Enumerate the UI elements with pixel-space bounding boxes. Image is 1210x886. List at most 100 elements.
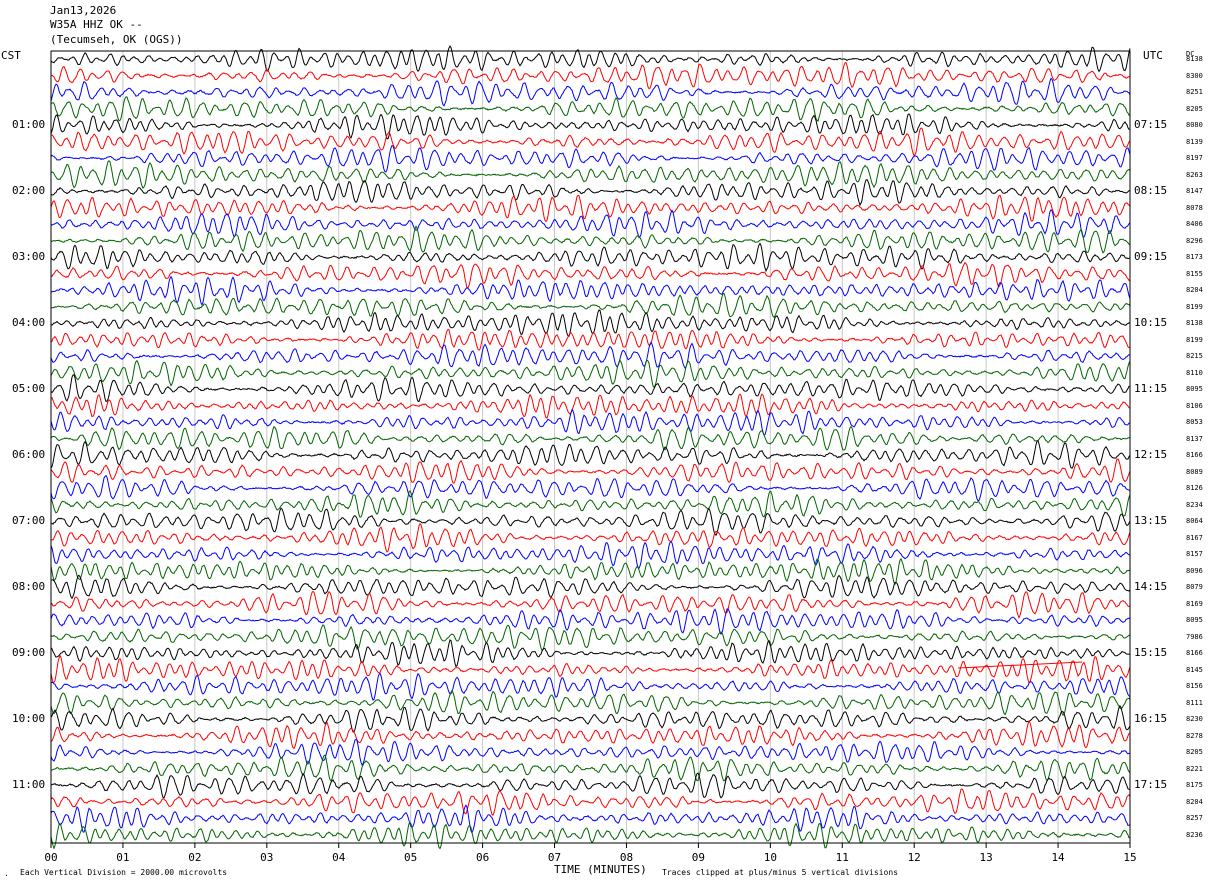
seismic-trace <box>50 522 1131 553</box>
dc-offset-label: 8221 <box>1186 764 1203 773</box>
x-tick-label: 00 <box>44 851 58 864</box>
seismic-trace <box>50 574 1131 600</box>
dc-offset-label: 8166 <box>1186 649 1203 658</box>
utc-hour-label: 14:15 <box>1134 580 1168 594</box>
dc-offset-label: 8157 <box>1186 550 1203 559</box>
seismic-trace <box>50 608 1131 635</box>
dc-offset-label: 8236 <box>1186 830 1203 839</box>
dc-offset-label: 8078 <box>1186 203 1203 212</box>
x-tick-label: 08 <box>619 851 634 864</box>
seismic-trace <box>50 654 1131 684</box>
dc-offset-label: 8156 <box>1186 682 1203 691</box>
seismic-trace <box>50 261 1131 289</box>
seismic-trace <box>50 62 1131 90</box>
seismic-trace <box>50 490 1131 518</box>
dc-offset-label: 8205 <box>1186 104 1203 113</box>
dc-offset-label: 8111 <box>1186 698 1203 707</box>
seismic-trace <box>50 113 1131 140</box>
clipped-segment <box>957 661 1083 669</box>
cst-hour-label: 03:00 <box>12 250 46 264</box>
seismic-trace <box>50 96 1131 122</box>
x-tick-label: 14 <box>1051 851 1065 864</box>
dc-offset-label: 8199 <box>1186 335 1203 344</box>
dc-offset-label: 8197 <box>1186 154 1203 163</box>
dc-offset-label: 8138 <box>1186 319 1203 328</box>
seismic-trace <box>50 159 1131 189</box>
dc-offset-label: 8155 <box>1186 269 1203 278</box>
seismic-trace <box>50 194 1131 223</box>
seismic-trace <box>50 624 1131 652</box>
dc-offset-label: 8296 <box>1186 236 1203 245</box>
seismic-trace <box>50 689 1131 716</box>
dc-offset-label: 8234 <box>1186 500 1203 509</box>
dc-offset-label: 8145 <box>1186 665 1203 674</box>
dc-offset-label: 8080 <box>1186 121 1203 130</box>
cst-hour-label: 08:00 <box>12 580 46 594</box>
utc-hour-label: 10:15 <box>1134 316 1168 330</box>
x-axis-label: TIME (MINUTES) <box>554 863 647 876</box>
seismic-trace <box>50 393 1131 419</box>
dc-offset-label: 8175 <box>1186 781 1203 790</box>
dc-offset-label: 8147 <box>1186 187 1203 196</box>
seismic-trace <box>50 341 1130 369</box>
dc-offset-label: 8126 <box>1186 484 1203 493</box>
dc-offset-label: 8167 <box>1186 533 1203 542</box>
seismic-trace <box>50 738 1131 767</box>
cst-hour-label: 09:00 <box>12 646 46 660</box>
x-tick-label: 03 <box>260 851 274 864</box>
utc-hour-label: 07:15 <box>1134 118 1168 132</box>
seismic-trace <box>50 425 1131 451</box>
dc-offset-label: 8230 <box>1186 715 1203 724</box>
dc-offset-label: 8300 <box>1186 71 1203 80</box>
x-tick-label: 07 <box>547 851 562 864</box>
dc-offset-label: 8089 <box>1186 467 1203 476</box>
cst-hour-label: 07:00 <box>12 514 46 528</box>
seismic-trace <box>50 225 1131 254</box>
seismic-trace <box>50 309 1131 338</box>
utc-hour-label: 11:15 <box>1134 382 1168 396</box>
dc-offset-label: 8106 <box>1186 401 1203 410</box>
seismic-trace <box>50 359 1131 388</box>
x-tick-label: 04 <box>332 851 346 864</box>
dc-offset-label: 8096 <box>1186 566 1203 575</box>
dc-offset-label: 8199 <box>1186 302 1203 311</box>
seismic-trace <box>50 788 1131 816</box>
cst-hour-label: 02:00 <box>12 184 46 198</box>
seismic-trace <box>50 590 1131 620</box>
x-tick-label: 15 <box>1123 851 1137 864</box>
utc-axis-label: UTC <box>1143 49 1163 62</box>
utc-hour-label: 12:15 <box>1134 448 1168 462</box>
header-station: W35A HHZ OK -- <box>50 18 143 31</box>
seismic-trace <box>50 557 1131 586</box>
dc-offset-label: 8204 <box>1186 286 1203 295</box>
cst-hour-label: 10:00 <box>12 712 46 726</box>
dc-offset-label: 8079 <box>1186 583 1203 592</box>
dc-offset-label: 8263 <box>1186 170 1203 179</box>
seismic-trace <box>50 540 1131 569</box>
seismic-trace <box>50 804 1131 834</box>
dc-offset-label: 8205 <box>1186 748 1203 757</box>
x-tick-marks <box>50 843 1131 848</box>
seismic-trace <box>50 328 1130 351</box>
utc-hour-label: 08:15 <box>1134 184 1168 198</box>
cst-hour-label: 05:00 <box>12 382 46 396</box>
cst-hour-label: 06:00 <box>12 448 46 462</box>
seismic-trace <box>50 77 1131 107</box>
seismic-trace <box>50 639 1131 668</box>
seismic-trace <box>50 704 1131 733</box>
seismic-trace <box>50 178 1131 207</box>
header-location: (Tecumseh, OK (OGS)) <box>50 33 183 46</box>
dc-offset-label: 8257 <box>1186 814 1203 823</box>
clip-note: Traces clipped at plus/minus 5 vertical … <box>662 868 899 877</box>
x-tick-label: 12 <box>907 851 921 864</box>
utc-hour-label: 17:15 <box>1134 778 1168 792</box>
utc-hour-label: 09:15 <box>1134 250 1168 264</box>
dc-offset-label: 8169 <box>1186 599 1203 608</box>
seismic-trace <box>50 127 1131 157</box>
utc-hour-label: 15:15 <box>1134 646 1168 660</box>
dc-label: DC <box>1186 50 1195 58</box>
seismic-trace <box>50 507 1131 537</box>
seismic-trace <box>50 45 1131 73</box>
dc-offset-label: 8095 <box>1186 616 1203 625</box>
